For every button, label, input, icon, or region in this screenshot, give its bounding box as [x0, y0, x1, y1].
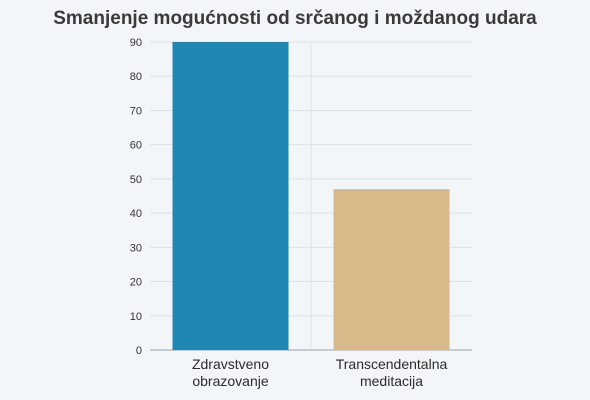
y-tick-label: 90	[130, 37, 142, 49]
x-tick-label-line: obrazovanje	[192, 373, 268, 389]
y-tick-label: 30	[130, 242, 142, 254]
bars	[172, 42, 450, 350]
bar	[172, 42, 289, 350]
y-tick-label: 0	[136, 345, 142, 357]
y-tick-label: 60	[130, 140, 142, 152]
x-tick-label-line: meditacija	[360, 373, 423, 389]
y-tick-label: 50	[130, 174, 142, 186]
y-tick-label: 70	[130, 105, 142, 117]
x-tick-label-line: Transcendentalna	[336, 356, 448, 372]
x-tick-label: Zdravstveno obrazovanje	[192, 356, 269, 389]
y-tick-label: 80	[130, 71, 142, 83]
chart-title: Smanjenje mogućnosti od srčanog i moždan…	[53, 8, 537, 29]
y-tick-label: 10	[130, 311, 142, 323]
x-tick-label-line: Zdravstveno	[192, 356, 269, 372]
bar	[333, 189, 450, 350]
x-tick-label: Transcendentalna meditacija	[336, 356, 448, 389]
y-tick-label: 20	[130, 277, 142, 289]
y-tick-label: 40	[130, 208, 142, 220]
labels: 0 10 20 30 40 50 60 70 80 90 Zdravstveno obrazovanj…	[130, 37, 448, 389]
